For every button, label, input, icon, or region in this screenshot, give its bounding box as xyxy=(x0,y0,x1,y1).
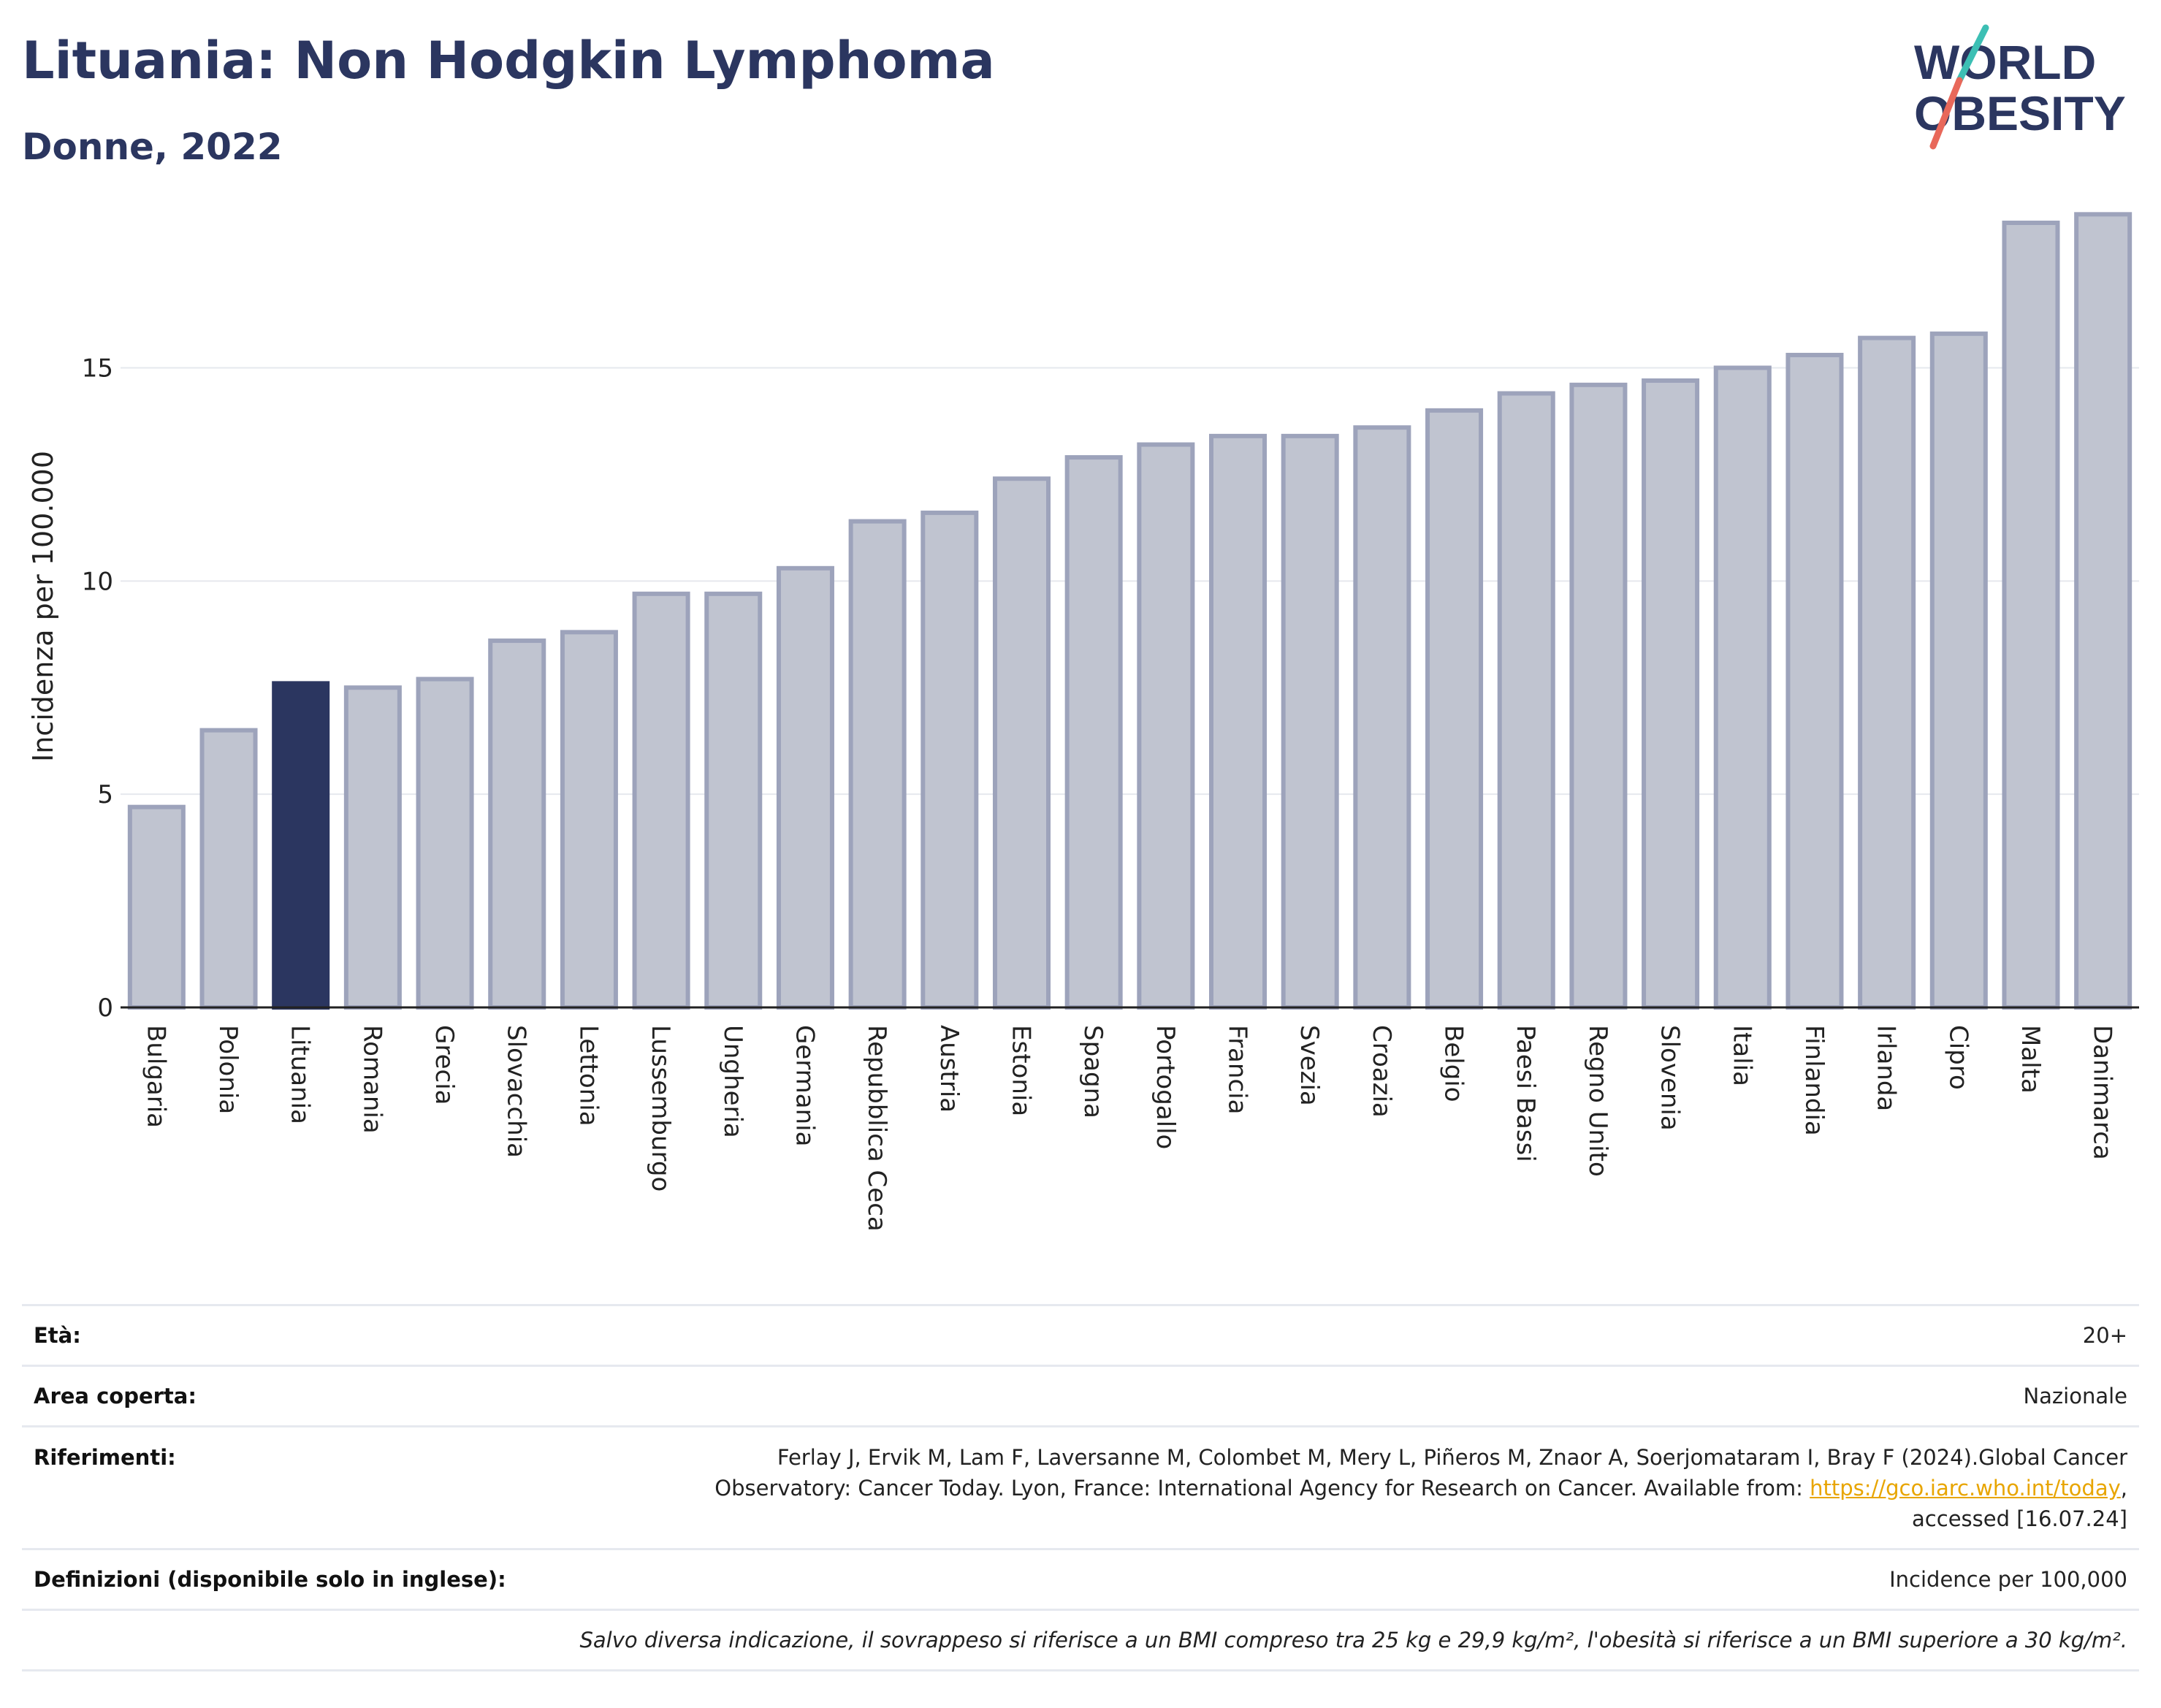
x-tick-label: Spagna xyxy=(1078,1025,1108,1118)
x-tick-label: Austria xyxy=(934,1025,964,1113)
bar-polonia xyxy=(199,728,258,1010)
x-tick-label: Polonia xyxy=(213,1025,243,1114)
age-label: Età: xyxy=(22,1304,565,1366)
bar-malta xyxy=(2002,221,2060,1010)
x-tick-label: Slovacchia xyxy=(502,1025,531,1158)
bars xyxy=(127,212,2133,1010)
x-tick-label: Irlanda xyxy=(1872,1025,1901,1111)
overweight-note: Salvo diversa indicazione, il sovrappeso… xyxy=(22,1609,2139,1671)
bar-germania xyxy=(776,565,834,1010)
bar-spagna xyxy=(1064,455,1123,1010)
bar-estonia xyxy=(992,476,1051,1010)
x-tick-label: Svezia xyxy=(1295,1025,1324,1106)
x-tick-label: Lituania xyxy=(286,1025,315,1124)
x-tick-label: Lettonia xyxy=(573,1025,603,1126)
logo-word-world: WORLD xyxy=(1914,35,2096,89)
page-subtitle: Donne, 2022 xyxy=(22,126,283,168)
references-text-3: accessed [16.07.24] xyxy=(1912,1506,2127,1531)
x-tick-label: Repubblica Ceca xyxy=(862,1025,891,1232)
references-link[interactable]: https://gco.iarc.who.int/today xyxy=(1810,1475,2121,1501)
x-tick-label: Danimarca xyxy=(2088,1025,2117,1160)
x-tick-label: Lussemburgo xyxy=(646,1025,675,1192)
bar-repubblica-ceca xyxy=(848,519,907,1010)
bar-paesi-bassi xyxy=(1497,391,1555,1010)
x-tick-label: Croazia xyxy=(1367,1025,1396,1118)
bar-austria xyxy=(921,510,979,1010)
bar-francia xyxy=(1209,433,1268,1010)
references-text-1: Ferlay J, Ervik M, Lam F, Laversanne M, … xyxy=(777,1444,2127,1470)
x-tick-label: Francia xyxy=(1223,1025,1252,1114)
bar-italia xyxy=(1713,365,1772,1010)
info-row-definitions: Definizioni (disponibile solo in inglese… xyxy=(22,1548,2139,1610)
definitions-label: Definizioni (disponibile solo in inglese… xyxy=(22,1548,565,1610)
info-table: Età: 20+ Area coperta: Nazionale Riferim… xyxy=(22,1304,2139,1671)
bar-portogallo xyxy=(1137,442,1195,1010)
x-tick-label: Regno Unito xyxy=(1583,1025,1612,1177)
references-value: Ferlay J, Ervik M, Lam F, Laversanne M, … xyxy=(565,1425,2139,1549)
x-tick-label: Cipro xyxy=(1943,1025,1973,1090)
x-tick-label: Bulgaria xyxy=(141,1025,170,1128)
x-tick-label: Finlandia xyxy=(1799,1025,1829,1136)
bar-svezia xyxy=(1281,433,1339,1010)
bar-belgio xyxy=(1425,408,1484,1010)
x-tick-label: Paesi Bassi xyxy=(1511,1025,1540,1162)
bar-ungheria xyxy=(704,591,763,1010)
y-tick-label: 0 xyxy=(97,994,113,1023)
y-tick-label: 5 xyxy=(97,780,113,809)
area-value: Nazionale xyxy=(565,1365,2139,1427)
bar-croazia xyxy=(1353,425,1411,1010)
bar-grecia xyxy=(416,676,474,1010)
x-tick-label: Italia xyxy=(1727,1025,1756,1086)
references-text-2: Observatory: Cancer Today. Lyon, France:… xyxy=(714,1475,1803,1501)
x-tick-label: Estonia xyxy=(1006,1025,1035,1116)
bar-lussemburgo xyxy=(632,591,690,1010)
references-label: Riferimenti: xyxy=(22,1425,565,1549)
page-title: Lituania: Non Hodgkin Lymphoma xyxy=(22,31,995,91)
bar-bulgaria xyxy=(127,804,186,1010)
bar-slovenia xyxy=(1642,378,1700,1010)
bar-cipro xyxy=(1929,331,1988,1010)
x-tick-label: Ungheria xyxy=(718,1025,747,1138)
bar-danimarca xyxy=(2074,212,2133,1010)
x-tick-label: Portogallo xyxy=(1151,1025,1180,1149)
bar-irlanda xyxy=(1858,335,1916,1010)
info-row-area: Area coperta: Nazionale xyxy=(22,1365,2139,1427)
logo-slash-coral xyxy=(1929,77,1963,150)
info-row-age: Età: 20+ xyxy=(22,1304,2139,1366)
y-tick-label: 15 xyxy=(82,354,113,383)
bar-romania xyxy=(343,685,402,1010)
bar-slovacchia xyxy=(488,638,546,1010)
x-tick-label: Slovenia xyxy=(1655,1025,1685,1131)
bar-regno-unito xyxy=(1569,382,1628,1010)
x-tick-label: Germania xyxy=(790,1025,819,1146)
bar-finlandia xyxy=(1785,352,1844,1010)
world-obesity-logo: WORLD OBESITY xyxy=(1914,24,2126,150)
age-value: 20+ xyxy=(565,1304,2139,1366)
x-tick-label: Romania xyxy=(357,1025,386,1134)
x-tick-label: Malta xyxy=(2016,1025,2045,1094)
bar-lettonia xyxy=(560,630,618,1010)
info-row-references: Riferimenti: Ferlay J, Ervik M, Lam F, L… xyxy=(22,1425,2139,1549)
y-axis-title: Incidenza per 100.000 xyxy=(27,451,59,762)
info-row-note: Salvo diversa indicazione, il sovrappeso… xyxy=(22,1609,2139,1671)
x-tick-label: Grecia xyxy=(430,1025,459,1105)
axes: 0 5 10 15 Bulgaria Polonia Lituania Romania Grec… xyxy=(82,354,2139,1232)
x-tick-label: Belgio xyxy=(1439,1025,1468,1102)
logo-slash-teal xyxy=(1956,24,1989,84)
definitions-value: Incidence per 100,000 xyxy=(565,1548,2139,1610)
area-label: Area coperta: xyxy=(22,1365,565,1427)
bar-lituania xyxy=(272,681,330,1010)
y-tick-label: 10 xyxy=(82,567,113,596)
bar-chart: 0 5 10 15 Bulgaria Polonia Lituania Romania Grec… xyxy=(27,212,2139,1232)
